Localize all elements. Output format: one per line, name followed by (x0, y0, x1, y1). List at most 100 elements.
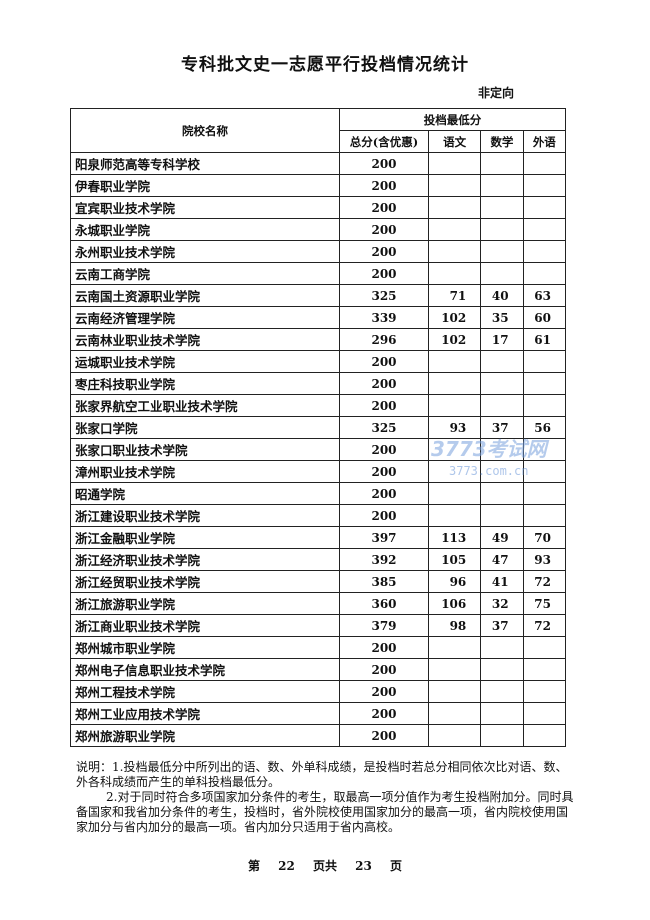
math-score (480, 724, 524, 747)
total-score: 325 (339, 284, 429, 307)
english-score (522, 658, 567, 681)
chinese-score (427, 658, 482, 681)
total-score: 360 (339, 592, 429, 615)
school-name: 张家界航空工业职业技术学院 (70, 394, 340, 417)
col-english: 外语 (522, 130, 567, 153)
table-row: 浙江商业职业技术学院 379 98 37 72 (70, 614, 567, 637)
school-name: 浙江商业职业技术学院 (70, 614, 340, 637)
table-row: 运城职业技术学院 200 (70, 350, 567, 373)
school-name: 郑州工程技术学院 (70, 680, 340, 703)
math-score (480, 174, 524, 197)
math-score (480, 394, 524, 417)
table-row: 张家口学院 325 93 37 56 (70, 416, 567, 439)
chinese-score (427, 394, 482, 417)
chinese-score (427, 702, 482, 725)
english-score (522, 504, 567, 527)
math-score: 40 (480, 284, 524, 307)
math-score: 17 (480, 328, 524, 351)
math-score (480, 482, 524, 505)
total-score: 200 (339, 372, 429, 395)
total-score: 200 (339, 504, 429, 527)
table-row: 云南林业职业技术学院 296 102 17 61 (70, 328, 567, 351)
english-score: 56 (522, 416, 567, 439)
school-name: 浙江经济职业技术学院 (70, 548, 340, 571)
note-2: 2.对于同时符合多项国家加分条件的考生，取最高一项分值作为考生投档附加分。同时具… (76, 790, 574, 834)
chinese-score (427, 196, 482, 219)
chinese-score: 71 (427, 284, 482, 307)
english-score: 75 (522, 592, 567, 615)
table-row: 郑州城市职业学院 200 (70, 636, 567, 659)
col-school-name: 院校名称 (70, 108, 340, 153)
total-score: 200 (339, 724, 429, 747)
total-score: 200 (339, 218, 429, 241)
total-score: 397 (339, 526, 429, 549)
english-score (522, 218, 567, 241)
english-score: 72 (522, 614, 567, 637)
math-score (480, 372, 524, 395)
math-score (480, 262, 524, 285)
table-row: 浙江经济职业技术学院 392 105 47 93 (70, 548, 567, 571)
table-row: 郑州旅游职业学院 200 (70, 724, 567, 747)
table-row: 浙江旅游职业学院 360 106 32 75 (70, 592, 567, 615)
table-row: 永城职业学院 200 (70, 218, 567, 241)
school-name: 永州职业技术学院 (70, 240, 340, 263)
table-row: 宜宾职业技术学院 200 (70, 196, 567, 219)
school-name: 张家口学院 (70, 416, 340, 439)
table-row: 漳州职业技术学院 200 3773.com.cn (70, 460, 567, 483)
math-score (480, 438, 524, 461)
english-score: 93 (522, 548, 567, 571)
school-name: 伊春职业学院 (70, 174, 340, 197)
math-score (480, 636, 524, 659)
total-score: 385 (339, 570, 429, 593)
math-score (480, 152, 524, 175)
table-row: 云南经济管理学院 339 102 35 60 (70, 306, 567, 329)
table-row: 浙江经贸职业技术学院 385 96 41 72 (70, 570, 567, 593)
total-score: 200 (339, 460, 429, 483)
table-row: 阳泉师范高等专科学校 200 (70, 152, 567, 175)
total-score: 296 (339, 328, 429, 351)
chinese-score: 98 (427, 614, 482, 637)
total-score: 392 (339, 548, 429, 571)
math-score (480, 350, 524, 373)
chinese-score (427, 680, 482, 703)
chinese-score: 93 (427, 416, 482, 439)
table-row: 郑州工程技术学院 200 (70, 680, 567, 703)
school-name: 郑州电子信息职业技术学院 (70, 658, 340, 681)
school-name: 永城职业学院 (70, 218, 340, 241)
chinese-score: 3773考试网 (427, 438, 547, 461)
math-score (480, 504, 524, 527)
chinese-score: 113 (427, 526, 482, 549)
school-name: 云南工商学院 (70, 262, 340, 285)
math-score (480, 240, 524, 263)
total-score: 339 (339, 306, 429, 329)
english-score (522, 702, 567, 725)
school-name: 枣庄科技职业学院 (70, 372, 340, 395)
school-name: 宜宾职业技术学院 (70, 196, 340, 219)
english-score (522, 482, 567, 505)
chinese-score (427, 636, 482, 659)
table-row: 枣庄科技职业学院 200 (70, 372, 567, 395)
english-score (522, 372, 567, 395)
english-score (522, 460, 567, 483)
total-score: 200 (339, 680, 429, 703)
table-row: 永州职业技术学院 200 (70, 240, 567, 263)
chinese-score (427, 372, 482, 395)
school-name: 漳州职业技术学院 (70, 460, 340, 483)
col-total: 总分(含优惠) (339, 130, 429, 153)
chinese-score: 105 (427, 548, 482, 571)
chinese-score (427, 218, 482, 241)
total-score: 200 (339, 438, 429, 461)
english-score: 61 (522, 328, 567, 351)
english-score (522, 262, 567, 285)
chinese-score (427, 240, 482, 263)
total-score: 200 (339, 702, 429, 725)
chinese-score: 102 (427, 328, 482, 351)
total-score: 200 (339, 174, 429, 197)
math-score: 32 (480, 592, 524, 615)
total-score: 200 (339, 482, 429, 505)
school-name: 张家口职业技术学院 (70, 438, 340, 461)
total-score: 325 (339, 416, 429, 439)
chinese-score (427, 482, 482, 505)
math-score: 37 (480, 614, 524, 637)
page-number: 第 22 页共 23 页 (247, 859, 403, 873)
